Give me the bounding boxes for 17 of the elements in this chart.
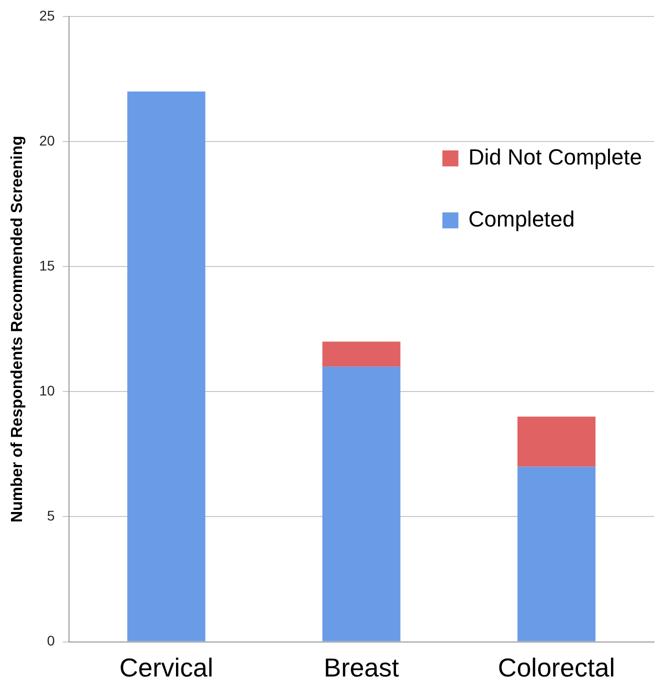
y-axis-title: Number of Respondents Recommended Screening <box>9 136 26 522</box>
x-tick-label: Cervical <box>119 652 214 683</box>
legend-label: Completed <box>468 206 575 232</box>
y-tick-label: 10 <box>39 382 55 398</box>
x-tick-label: Colorectal <box>498 652 615 683</box>
y-tick-label: 5 <box>46 508 55 524</box>
bar <box>322 342 400 367</box>
bar <box>127 91 206 642</box>
bar <box>517 466 596 642</box>
y-tick-label: 25 <box>39 7 55 24</box>
legend-label: Did Not Complete <box>468 144 642 170</box>
bar <box>322 366 400 642</box>
y-tick-label: 0 <box>46 632 55 649</box>
y-tick-label: 20 <box>39 132 55 148</box>
bar <box>517 416 596 467</box>
y-tick-label: 15 <box>39 257 55 274</box>
x-tick-label: Breast <box>324 652 400 683</box>
